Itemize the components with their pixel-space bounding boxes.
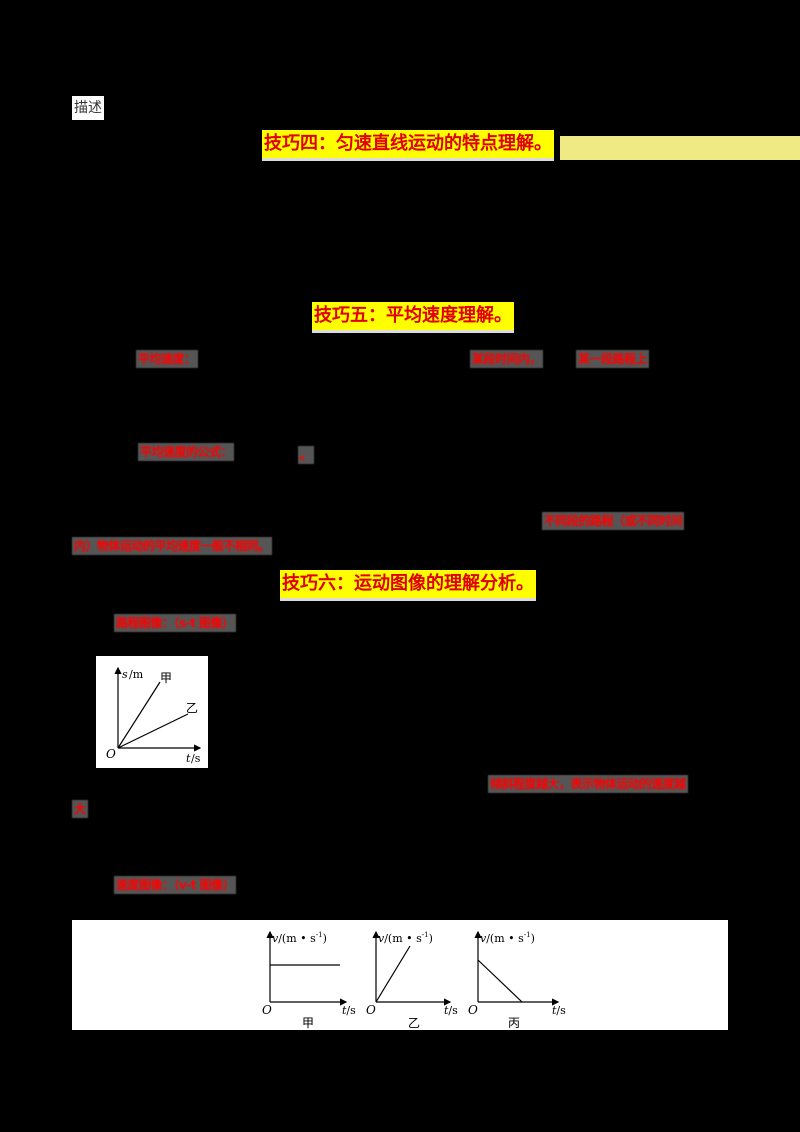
svg-text:O: O [106,747,116,761]
svg-text:甲: 甲 [160,671,172,685]
svg-text:t/s: t/s [552,1004,566,1017]
different-segments-text-cont: 内）物体运动的平均速度一般不相同。 [72,537,272,555]
vt-graph-label: 速度图像：（v-t 图像） [114,876,237,894]
svg-text:丙: 丙 [508,1016,520,1030]
avg-speed-formula-label: 平均速度的公式： [138,443,235,461]
st-graph: s /m 甲 乙 O t /s [96,656,208,768]
vt-graphs-svg: v/(m • s-1) O t/s 甲 v/(m • s-1) O t/s 乙 … [262,930,566,1030]
st-graph-svg: s /m 甲 乙 O t /s [106,666,202,765]
slope-explanation-text-cont: 大 [72,800,88,818]
svg-text:v/(m • s-1): v/(m • s-1) [378,931,433,945]
different-segments-text: 不同段的路程（或不同时间 [542,512,685,530]
vt-panel-yi: v/(m • s-1) O t/s 乙 [366,930,458,1030]
svg-text:乙: 乙 [408,1016,420,1030]
description-label: 描述 [72,96,104,120]
tip4-header: 技巧四：匀速直线运动的特点理解。 [262,130,554,161]
svg-text:v/(m • s-1): v/(m • s-1) [480,931,535,945]
formula-period: 。 [298,446,314,464]
st-graph-label: 路程图像：（s-t 图像） [114,614,236,632]
tip5-header: 技巧五：平均速度理解。 [312,302,514,333]
vt-graphs: v/(m • s-1) O t/s 甲 v/(m • s-1) O t/s 乙 … [72,920,728,1030]
distance-segment-label: 某一段路程上 [576,350,650,368]
header-highlight-extension [560,136,800,160]
svg-text:t/s: t/s [342,1004,356,1017]
svg-text:甲: 甲 [302,1016,314,1030]
vt-panel-bing: v/(m • s-1) O t/s 丙 [468,930,566,1030]
tip6-header: 技巧六：运动图像的理解分析。 [280,570,536,601]
svg-text:乙: 乙 [186,701,198,715]
time-period-label: 某段时间内， [470,350,544,368]
avg-speed-label: 平均速度： [136,350,198,368]
svg-text:O: O [468,1003,478,1017]
svg-text:/s: /s [191,752,201,765]
svg-text:s: s [122,668,128,681]
svg-text:O: O [262,1003,272,1017]
svg-text:t/s: t/s [444,1004,458,1017]
vt-panel-jia: v/(m • s-1) O t/s 甲 [262,930,356,1030]
slope-explanation-text: 倾斜程度越大，表示物体运动的速度越 [488,775,688,793]
svg-text:/m: /m [129,668,144,681]
svg-text:O: O [366,1003,376,1017]
svg-text:v/(m • s-1): v/(m • s-1) [272,931,327,945]
svg-text:t: t [186,752,191,765]
